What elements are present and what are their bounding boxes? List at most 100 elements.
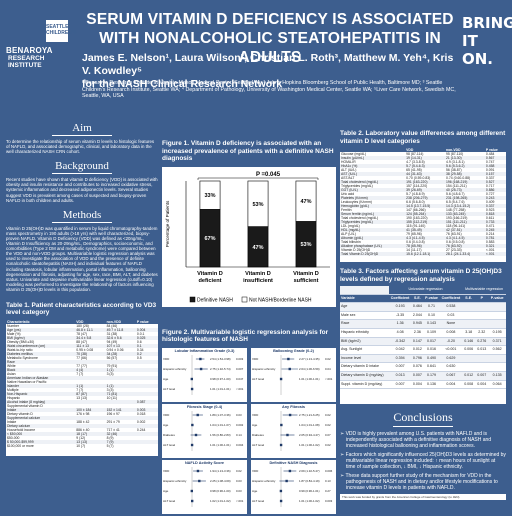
table-cell: Race	[340, 319, 389, 329]
p-value-text: 0.04	[325, 367, 331, 371]
estimate-text: 2.69 (1.32-5.47)	[299, 469, 320, 473]
table-cell: AST (IU/L)	[340, 172, 406, 176]
methods-text: Vitamin D 25(OH)D was quantified in seru…	[6, 225, 158, 292]
table-cell: 238 (206-279)	[405, 196, 446, 200]
bar-not-nash	[295, 180, 317, 222]
table-row: $50-000 9 (12) 8 (9)	[6, 436, 158, 440]
table-cell: Vitamin D 25(OH)D	[341, 248, 371, 252]
table-row: American Indian or Alaskan	[6, 375, 158, 380]
p-value-text: 0.02	[325, 413, 331, 417]
table-cell: 0.243	[484, 196, 506, 200]
aim-text: To determine the relationship of serum v…	[6, 139, 155, 155]
table-cell: 94 (49)	[106, 339, 118, 344]
table-row: Serum ferritin (ng/mL) 124 (55-264) 133 (6…	[340, 212, 506, 216]
p-value-text: 0.004	[236, 443, 244, 447]
point-estimate	[190, 489, 194, 492]
table-row: < $50,000 18 (17) 32 (46)	[6, 431, 158, 436]
table-row: BMI (kg/m2) -0.342 0.147 0.017 -0.20 0.146 0.2…	[340, 337, 506, 347]
table-cell: 0.490	[423, 354, 440, 364]
table-row: Total cholesterol (mg/dL) 191 (163-220) 19…	[340, 180, 506, 184]
forest-panel: Any Fibrosis VDD 2.75 (1.21-6.25) 0.02 Age 1.…	[251, 403, 336, 458]
table-cell: Native Hawaiian or Pacific	[7, 379, 47, 384]
figure1-heading: Figure 1. Vitamin D deficiency is associ…	[162, 140, 334, 162]
table-row: Insulin (μU/mL) 19 (14-31) 21 (13-30) 0.567	[340, 156, 506, 160]
table-cell: 0.179	[423, 371, 440, 381]
point-estimate	[190, 499, 194, 502]
table-cell: 133 (63-245)	[445, 212, 485, 216]
table-row: Supplemental calcium	[6, 415, 158, 420]
table-cell: 3.18	[462, 328, 476, 338]
table-cell: 231 (198-265)	[445, 196, 485, 200]
point-estimate	[190, 387, 194, 390]
table-group-row: Univariate regression Multivariable regre…	[340, 286, 506, 295]
logo-line2: RESEARCH INSTITUTE	[8, 55, 45, 69]
table-cell: 152 ± 141	[105, 407, 136, 412]
table-cell: 27 (23-33)	[446, 248, 462, 252]
table-cell: 38 (29-58)	[445, 172, 485, 176]
table-row: Race	[6, 359, 158, 364]
table-cell: 111 ± 13	[75, 343, 106, 348]
point-estimate	[288, 413, 292, 416]
table-cell: 0.886	[484, 188, 506, 192]
table-cell: 0.004	[475, 380, 489, 390]
table-cell: 5 (7)	[106, 443, 114, 448]
table-cell: 0.008	[439, 328, 463, 338]
table-cell: 77 (77)	[76, 363, 87, 368]
table-cell	[105, 359, 136, 364]
forest-row-label: VDD	[163, 357, 170, 361]
table-row: Age 0.193 0.464 0.71 0.538	[340, 302, 506, 312]
forest-plot: VDD 1.94 (1.13-3.36) 0.02 Hispanic ethnicit…	[163, 466, 244, 507]
forest-row-label: ALT level	[252, 443, 265, 447]
table-cell: 148 (77-258)	[446, 208, 466, 212]
table-cell: 147 (66-266)	[406, 208, 426, 212]
table-cell: Diabetes mellitus	[6, 351, 76, 356]
table-row: Triglycerides (mg/dL) 157 (114-220) 154 (1…	[340, 184, 506, 188]
table-cell: 0.6 (0.5-0.8)	[446, 240, 465, 244]
table-row: Household income 886 ± 40 717 ± 41 0.244	[6, 428, 158, 432]
table-cell: 39 (26-69)	[405, 188, 446, 192]
forest-row-label: Diabetes	[163, 433, 175, 437]
table-cell: 5.7 (5.4-6.3)	[405, 164, 446, 168]
table-cell	[105, 415, 136, 420]
table-cell	[488, 311, 506, 321]
table-cell: 8 (9)	[106, 435, 114, 440]
bar-label: 47%	[300, 199, 311, 205]
table-cell: 0.042	[388, 345, 412, 355]
p-value-text: 0.03	[236, 413, 242, 417]
brand-slogan: BRING IT ON.	[462, 14, 512, 68]
table-cell: 0.567	[484, 156, 506, 160]
table-cell: 77 (66)	[76, 355, 87, 360]
table-row: Alkaline phosphatase (U/L) 78 (65-96) 76 (…	[340, 244, 506, 248]
table-cell: 0.464	[411, 302, 424, 312]
table-header-cell: Coefficient	[388, 294, 412, 304]
table-cell: 21 (13-30)	[445, 156, 485, 160]
table-cell: 154 (111-211)	[446, 184, 467, 188]
table-cell: 100 ± 184	[75, 407, 106, 412]
estimate-text: 1.01 (1.01-1.01)	[210, 387, 231, 391]
table-row: Race 1.36 0.945 0.143 None	[340, 319, 506, 329]
forest-row-label: ALT level	[252, 499, 265, 503]
x-tick-label: Vitamin D	[197, 271, 223, 277]
table2: VDD non-VDD P value Glucose (mg/dL) 98 (87-1…	[340, 148, 506, 256]
point-estimate	[199, 357, 202, 360]
table-cell: Uric acid	[341, 192, 355, 196]
table-header-cell: Coefficient	[439, 294, 463, 304]
table-row: Multiple 7 (7) 3 (3)	[6, 388, 158, 392]
table-cell: 76 (63-92)	[445, 244, 485, 248]
table-cell: Metabolic Syndrome	[7, 355, 38, 360]
p-value-text: 0.02	[325, 357, 331, 361]
table-cell: 5.6 (5.3-6.2)	[445, 164, 485, 168]
footer-note: This work was funded by grants from the …	[340, 494, 506, 500]
bar-label: 53%	[300, 242, 311, 248]
table1-panel: Characteristic VDD non-VDD P value Number 180…	[6, 319, 158, 456]
table-header-cell: P	[475, 294, 489, 304]
forest-plot: VDD 2.54 (1.54-3.98) 0.003 Hispanic ethnici…	[163, 354, 244, 395]
table-cell: 1 (1)	[105, 367, 136, 372]
table-cell: Race	[6, 359, 76, 364]
y-axis-label: Percentage of Patients	[165, 200, 170, 247]
figure1-chart: P =0.045 Percentage of Patients 67% 33% Vita…	[162, 166, 336, 307]
table-cell	[488, 302, 506, 312]
table-cell: 0.007	[388, 362, 412, 372]
table-cell: Male (%)	[7, 331, 21, 336]
table-row: Avg. Sunlight 0.042 0.012 0.016 <0.001 0.006 0…	[340, 345, 506, 355]
